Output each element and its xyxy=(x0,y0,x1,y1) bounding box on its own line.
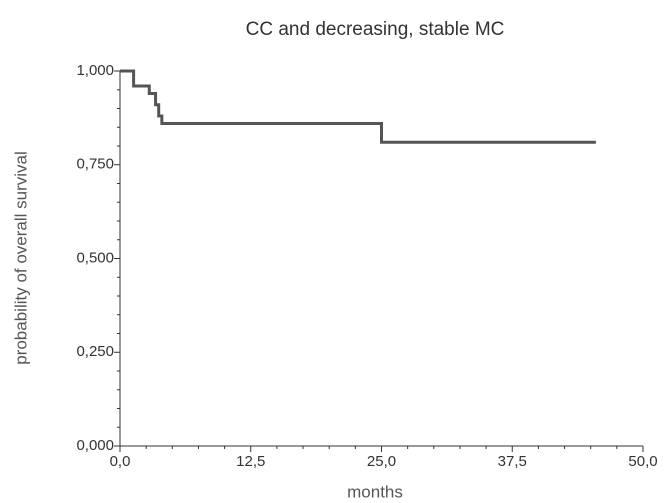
x-tick-label: 12,5 xyxy=(236,453,265,470)
x-tick-label: 37,5 xyxy=(498,453,527,470)
y-tick-label: 0,250 xyxy=(76,343,114,360)
x-tick-label: 25,0 xyxy=(367,453,396,470)
y-tick-label: 1,000 xyxy=(76,62,114,79)
y-axis-label: probability of overall survival xyxy=(11,151,30,365)
chart-title: CC and decreasing, stable MC xyxy=(246,19,505,40)
y-tick-label: 0,000 xyxy=(76,437,114,454)
x-axis-label: months xyxy=(347,482,403,501)
x-tick-label: 50,0 xyxy=(628,453,657,470)
survival-line xyxy=(120,69,596,144)
y-tick-label: 0,500 xyxy=(76,249,114,266)
y-tick-label: 0,750 xyxy=(76,156,114,173)
x-tick-label: 0,0 xyxy=(110,453,131,470)
